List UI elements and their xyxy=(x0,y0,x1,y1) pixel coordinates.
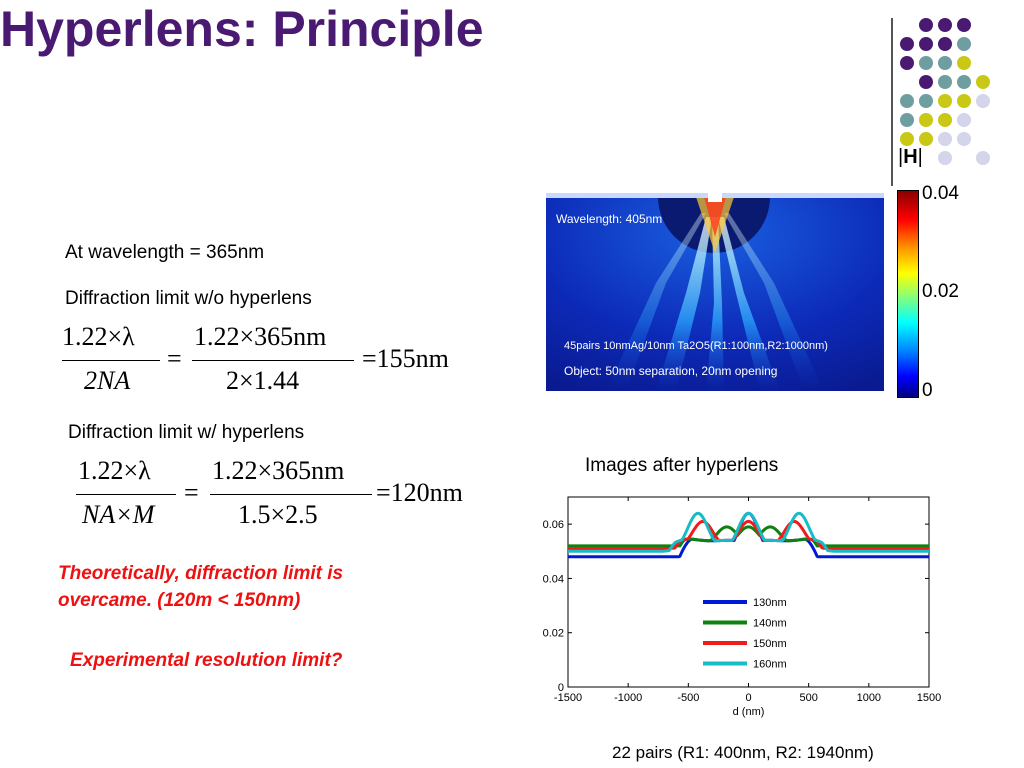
decor-dot xyxy=(938,75,952,89)
decor-dot xyxy=(957,94,971,108)
eq1-rhs-denominator: 2×1.44 xyxy=(226,366,300,395)
divider-line xyxy=(891,18,893,186)
eq1-lhs-fraction-bar xyxy=(62,360,160,361)
chart-caption: 22 pairs (R1: 400nm, R2: 1940nm) xyxy=(612,743,874,762)
decor-dot xyxy=(900,37,914,51)
x-tick-label: 0 xyxy=(745,692,751,704)
plot-frame xyxy=(567,496,930,688)
decor-dot xyxy=(919,56,933,70)
y-tick-label: 0.04 xyxy=(543,573,564,585)
x-tick-label: 1000 xyxy=(857,692,881,704)
simulation-pairs-label: 45pairs 10nmAg/10nm Ta2O5(R1:100nm,R2:10… xyxy=(564,340,828,352)
decor-dot xyxy=(957,75,971,89)
decor-dot xyxy=(957,56,971,70)
eq2-result: =120nm xyxy=(376,478,463,507)
decor-dot xyxy=(938,132,952,146)
decor-dot xyxy=(957,18,971,32)
series-line-140nm xyxy=(568,525,929,548)
eq2-rhs-denominator: 1.5×2.5 xyxy=(238,500,318,529)
decor-dot xyxy=(938,151,952,165)
eq2-rhs-numerator: 1.22×365nm xyxy=(212,456,345,485)
decor-dot xyxy=(919,75,933,89)
diffraction-without-label: Diffraction limit w/o hyperlens xyxy=(65,288,312,309)
colorbar-min-label: 0 xyxy=(922,380,933,401)
x-tick-label: 1500 xyxy=(917,692,941,704)
y-tick-label: 0.06 xyxy=(543,519,564,531)
eq1-lhs-numerator: 1.22×λ xyxy=(62,322,135,351)
eq2-lhs-denominator: NA×M xyxy=(82,500,155,529)
y-tick-label: 0.02 xyxy=(543,628,564,640)
line-chart: -1500 -1000 -500 0 500 1000 1500 0 0.02 0.04 0.06 d… xyxy=(543,496,941,718)
series-line-160nm xyxy=(568,511,929,553)
eq2-rhs-fraction-bar xyxy=(210,494,372,495)
decor-dot xyxy=(938,56,952,70)
legend-label-130nm: 130nm xyxy=(753,597,787,609)
eq2-lhs-fraction-bar xyxy=(76,494,176,495)
decor-dot xyxy=(900,132,914,146)
decor-dot xyxy=(919,113,933,127)
legend-label-150nm: 150nm xyxy=(753,638,787,650)
colorbar-mid-label: 0.02 xyxy=(922,281,959,302)
simulation-field-image: Wavelength: 405nm 45pairs 10nmAg/10nm Ta… xyxy=(546,193,884,391)
eq2-equals: = xyxy=(184,478,199,507)
legend-label-140nm: 140nm xyxy=(753,618,787,630)
decor-dot xyxy=(919,37,933,51)
diffraction-with-label: Diffraction limit w/ hyperlens xyxy=(68,422,305,443)
decor-dot xyxy=(938,94,952,108)
decor-dot xyxy=(976,94,990,108)
x-tick-label: -500 xyxy=(677,692,699,704)
y-tick-label: 0 xyxy=(558,682,564,694)
x-axis-label: d (nm) xyxy=(733,706,765,718)
decor-dot xyxy=(919,18,933,32)
eq1-lhs-denominator: 2NA xyxy=(84,366,131,395)
colorbar-header: |H| xyxy=(898,146,923,168)
x-tick-label: -1000 xyxy=(614,692,642,704)
decor-dot xyxy=(938,113,952,127)
x-tick-label: -1500 xyxy=(554,692,582,704)
experimental-question: Experimental resolution limit? xyxy=(70,650,343,671)
simulation-wavelength-label: Wavelength: 405nm xyxy=(556,212,663,226)
eq1-equals: = xyxy=(167,344,182,373)
x-tick-label: 500 xyxy=(799,692,817,704)
decor-dot xyxy=(919,132,933,146)
decor-dot xyxy=(919,94,933,108)
colorbar xyxy=(897,190,919,398)
decor-dot xyxy=(957,113,971,127)
slide-title: Hyperlens: Principle xyxy=(0,1,484,57)
chart-title: Images after hyperlens xyxy=(585,455,779,476)
eq1-result: =155nm xyxy=(362,344,449,373)
theoretical-note-line1: Theoretically, diffraction limit is xyxy=(58,563,344,584)
eq2-lhs-numerator: 1.22×λ xyxy=(78,456,151,485)
eq1-rhs-fraction-bar xyxy=(192,360,354,361)
theoretical-note-line2: overcame. (120m < 150nm) xyxy=(58,590,301,611)
decor-dot xyxy=(938,18,952,32)
decor-dot xyxy=(938,37,952,51)
series-line-150nm xyxy=(568,519,929,551)
decor-dot xyxy=(900,113,914,127)
decor-dot xyxy=(957,37,971,51)
eq1-rhs-numerator: 1.22×365nm xyxy=(194,322,327,351)
legend-label-160nm: 160nm xyxy=(753,659,787,671)
decor-dot xyxy=(976,75,990,89)
simulation-object-label: Object: 50nm separation, 20nm opening xyxy=(564,364,778,378)
wavelength-text: At wavelength = 365nm xyxy=(65,242,265,263)
decor-dot xyxy=(957,132,971,146)
colorbar-max-label: 0.04 xyxy=(922,183,959,204)
decor-dot xyxy=(976,151,990,165)
decor-dot xyxy=(900,56,914,70)
decor-dot xyxy=(900,94,914,108)
